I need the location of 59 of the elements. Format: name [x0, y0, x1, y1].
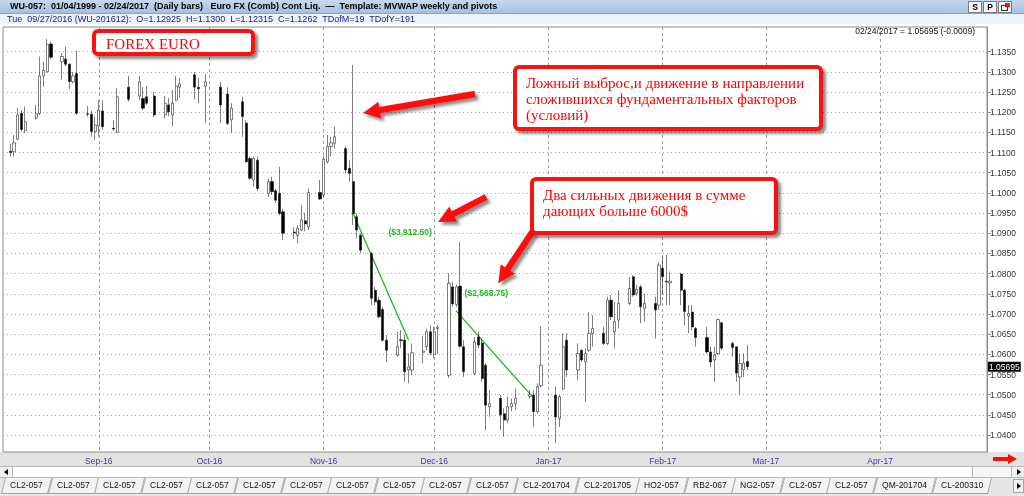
tab: QM-201704	[873, 478, 936, 494]
y-tick-label: 1.0950	[990, 208, 1017, 219]
y-tick-label: 1.1200	[990, 107, 1017, 118]
tab: CL2-057	[420, 478, 472, 494]
tab: CL2-057	[373, 478, 425, 494]
chart-subtitle: Tue 09/27/2016 (WU-201612): O=1.12925 H=1.1300 L=1.12315 C=1.1262 TDofM=19 TDofY=191	[7, 14, 416, 24]
tab: CL2-201705	[574, 478, 640, 494]
x-tick-label: Mar-17	[752, 455, 780, 466]
series-label: ($2,568.75)	[464, 288, 509, 299]
y-tick-label: 1.0600	[990, 349, 1017, 360]
tab: CL2-057	[234, 478, 285, 494]
tab: CL2-057	[187, 478, 239, 494]
y-tick-label: 1.1150	[990, 127, 1016, 138]
tab: CL2-201704	[513, 478, 579, 494]
tab: CL-200310	[931, 478, 993, 494]
x-tick-label: Sep-16	[85, 455, 113, 466]
y-tick-label: 1.1300	[990, 66, 1017, 77]
y-tick-label: 1.0750	[990, 288, 1017, 299]
x-tick-label: Feb-17	[649, 455, 677, 466]
y-tick-label: 1.0400	[990, 430, 1017, 441]
tab: CL2-057	[47, 478, 99, 494]
x-tick-label: Oct-16	[196, 455, 223, 466]
tab: CL2-057	[1, 478, 52, 494]
y-tick-label: 1.1250	[990, 86, 1017, 97]
tab: HO2-057	[635, 478, 688, 494]
y-tick-label: 1.1350	[990, 46, 1017, 57]
tab: RB2-067	[683, 478, 736, 494]
y-tick-label: 1.0500	[990, 389, 1017, 400]
y-tick-label: 1.1000	[990, 187, 1017, 198]
tab: CL2-057	[140, 478, 192, 494]
y-tick-label: 1.1050	[990, 167, 1017, 178]
tab: CL2-057	[327, 478, 378, 494]
x-tick-label: Jan-17	[535, 455, 562, 466]
tab: CL2-057	[467, 478, 518, 494]
annotation: 1.05695	[989, 361, 1020, 372]
y-tick-label: 1.0850	[990, 248, 1017, 259]
x-tick-label: Apr-17	[867, 455, 894, 466]
tab: CL2-057	[826, 478, 878, 494]
y-tick-label: 1.0800	[990, 268, 1017, 279]
x-tick-label: Dec-16	[420, 455, 449, 466]
text: ($3,912.50)	[388, 226, 433, 237]
button: P	[983, 1, 997, 13]
button: S	[968, 1, 982, 13]
y-tick-label: 1.0900	[990, 228, 1017, 239]
tab: CL2-057	[94, 478, 145, 494]
y-tick-label: 1.0650	[990, 329, 1017, 340]
tab: CL2-057	[280, 478, 332, 494]
annotation: 02/24/2017 = 1.05695 (-0.0009)	[855, 26, 976, 36]
y-tick-label: 1.0550	[990, 369, 1017, 380]
x-tick-label: Nov-16	[309, 455, 338, 466]
y-tick-label: 1.0450	[990, 409, 1017, 420]
tab: NG2-057	[731, 478, 784, 494]
callout-box: Ложный выброс,и движение в направлении сложившихся фундаментальных факторов (условий)	[513, 65, 823, 131]
y-tick-label: 1.1100	[990, 147, 1016, 158]
tab: CL2-057	[779, 478, 831, 494]
y-tick-label: 1.0700	[990, 308, 1017, 319]
callout-box: Два сильных движения в сумме дающих больше 6000$	[530, 177, 778, 235]
chart-title: WU-057: 01/04/1999 - 02/24/2017 (Daily bars) Euro FX (Comb) Cont Liq. — Template: MVWAP weekly and pivots	[10, 0, 498, 13]
callout-box: FOREX EURO	[92, 29, 255, 56]
